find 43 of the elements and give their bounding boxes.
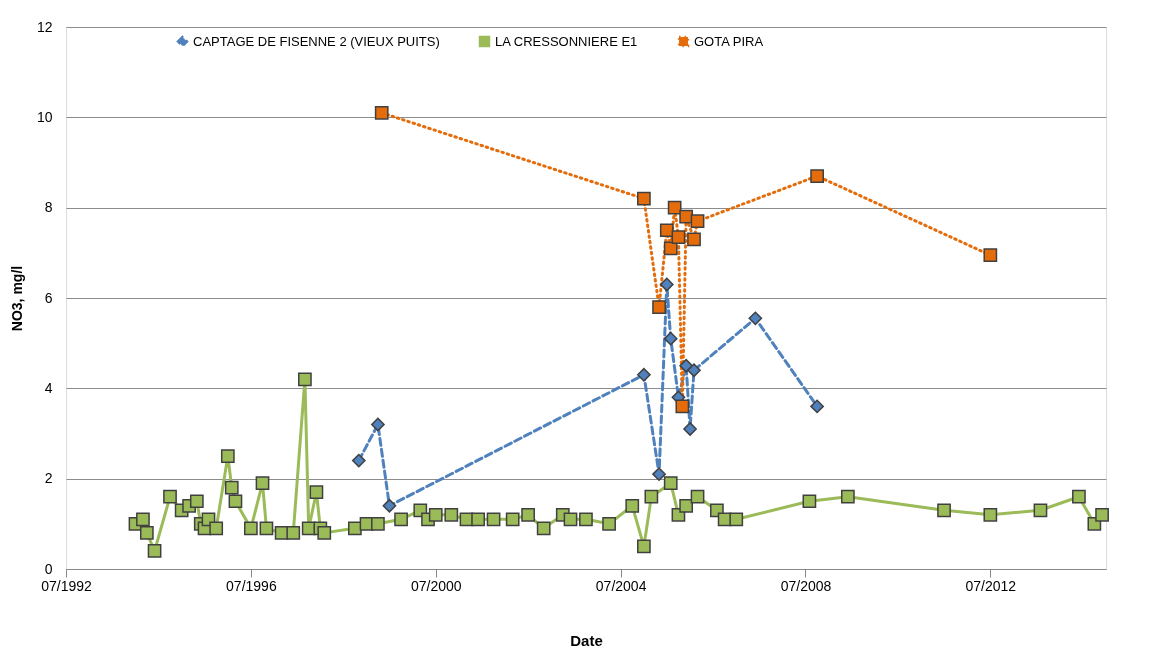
point (683, 422, 697, 436)
y-axis-title: NO3, mg/l (8, 265, 25, 332)
point (663, 331, 678, 346)
point (371, 417, 385, 432)
point (679, 209, 694, 224)
y-tick-label: 12 (36, 18, 53, 35)
point (652, 467, 666, 482)
x-axis-title: Date (570, 631, 603, 649)
point (374, 105, 389, 120)
point (983, 248, 998, 262)
point (671, 230, 686, 244)
x-tick-label: 07/2012 (965, 577, 1017, 594)
point (659, 223, 674, 238)
point (687, 363, 701, 378)
y-tick-label: 2 (44, 470, 53, 487)
point (810, 169, 824, 183)
point (679, 358, 694, 373)
y-tick-label: 8 (44, 199, 53, 216)
point (637, 367, 651, 382)
point (637, 191, 651, 206)
y-tick-label: 6 (44, 289, 53, 306)
legend-label: CAPTAGE DE FISENNE 2 (VIEUX PUITS) (193, 33, 440, 49)
x-tick-label: 07/1996 (226, 577, 277, 594)
point (748, 311, 763, 326)
y-tick-label: 4 (44, 379, 53, 396)
point (667, 200, 682, 215)
point (351, 453, 366, 468)
y-tick-label: 0 (44, 560, 53, 577)
x-tick-label: 07/2008 (780, 577, 832, 594)
x-tick-label: 07/2004 (595, 577, 647, 594)
point (690, 214, 705, 229)
legend-label: LA CRESSONNIERE E1 (495, 33, 638, 49)
point (652, 300, 666, 314)
point (687, 232, 701, 247)
legend-label: GOTA PIRA (694, 33, 764, 49)
point (810, 399, 824, 414)
point (382, 498, 397, 513)
x-tick-label: 07/2000 (410, 577, 462, 594)
x-tick-label: 07/1992 (41, 577, 93, 594)
y-tick-label: 10 (36, 108, 53, 125)
point (663, 241, 678, 256)
point (659, 277, 674, 292)
point (675, 399, 690, 414)
